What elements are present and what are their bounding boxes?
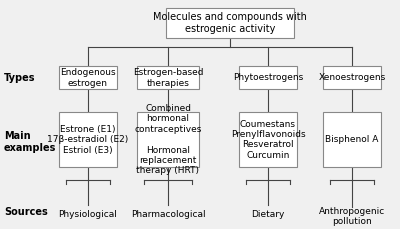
Text: Physiological: Physiological xyxy=(58,210,118,219)
FancyBboxPatch shape xyxy=(239,66,297,89)
Text: Sources: Sources xyxy=(4,207,48,217)
Text: Pharmacological: Pharmacological xyxy=(131,210,205,219)
Text: Coumestans
Prenylflavonoids
Resveratrol
Curcumin: Coumestans Prenylflavonoids Resveratrol … xyxy=(231,120,305,160)
Text: Estrone (E1)
17β-estradiol (E2)
Estriol (E3): Estrone (E1) 17β-estradiol (E2) Estriol … xyxy=(47,125,129,155)
Text: Phytoestrogens: Phytoestrogens xyxy=(233,73,303,82)
Text: Xenoestrogens: Xenoestrogens xyxy=(318,73,386,82)
FancyBboxPatch shape xyxy=(137,66,199,89)
FancyBboxPatch shape xyxy=(323,112,381,167)
Text: Endogenous
estrogen: Endogenous estrogen xyxy=(60,68,116,87)
Text: Types: Types xyxy=(4,73,36,83)
FancyBboxPatch shape xyxy=(59,66,117,89)
Text: Anthropogenic
pollution: Anthropogenic pollution xyxy=(319,207,385,226)
FancyBboxPatch shape xyxy=(323,66,381,89)
Text: Estrogen-based
therapies: Estrogen-based therapies xyxy=(133,68,203,87)
FancyBboxPatch shape xyxy=(137,112,199,167)
FancyBboxPatch shape xyxy=(166,8,294,38)
Text: Dietary: Dietary xyxy=(251,210,285,219)
FancyBboxPatch shape xyxy=(59,112,117,167)
FancyBboxPatch shape xyxy=(239,112,297,167)
Text: Main
examples: Main examples xyxy=(4,131,56,153)
Text: Bisphenol A: Bisphenol A xyxy=(325,135,379,144)
Text: Combined
hormonal
contraceptives

Hormonal
replacement
therapy (HRT): Combined hormonal contraceptives Hormona… xyxy=(134,104,202,175)
Text: Molecules and compounds with
estrogenic activity: Molecules and compounds with estrogenic … xyxy=(153,12,307,34)
